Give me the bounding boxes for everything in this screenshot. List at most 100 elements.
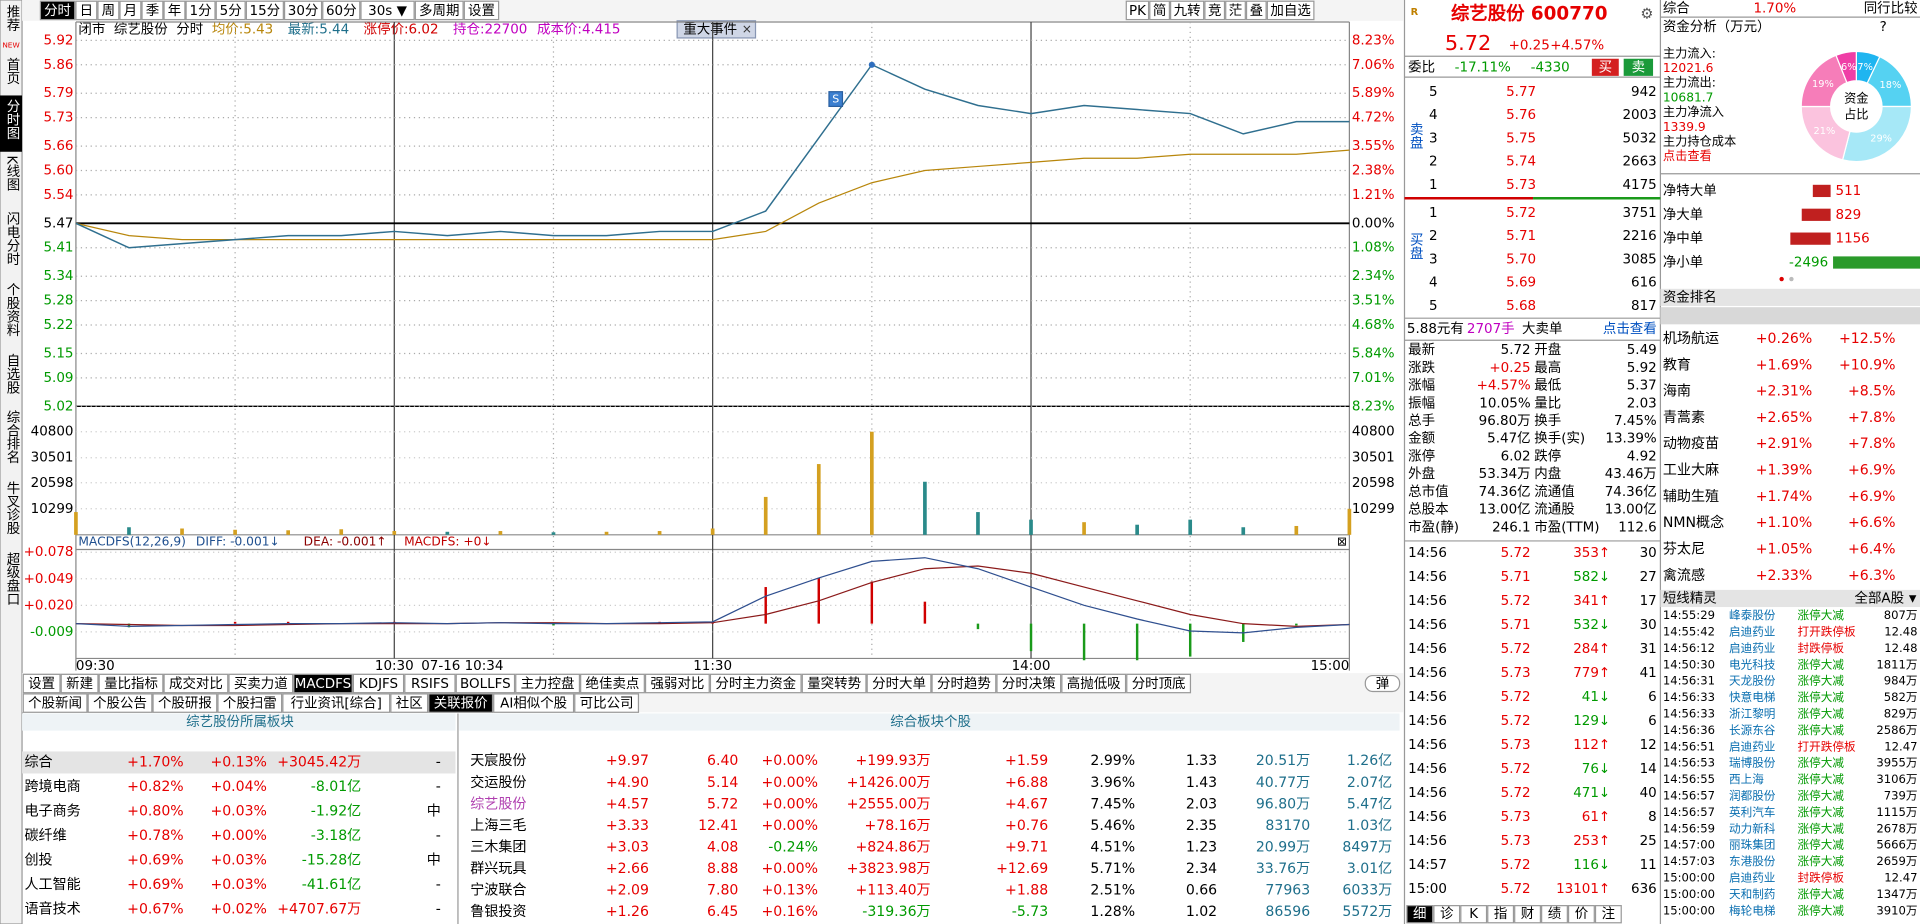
- toolbar-button-label[interactable]: PK: [1129, 4, 1147, 19]
- toolbar-button-label[interactable]: 分时: [44, 3, 71, 19]
- toolbar-button[interactable]: [1204, 0, 1226, 21]
- help-icon[interactable]: ?: [1880, 20, 1887, 35]
- tab-label[interactable]: 买卖力道: [234, 676, 288, 692]
- info-tab[interactable]: [1541, 905, 1568, 924]
- toolbar-button-label[interactable]: 日: [80, 4, 93, 19]
- tab[interactable]: [404, 673, 456, 694]
- sidebar-tab[interactable]: K线图: [4, 155, 21, 191]
- info-tab-label[interactable]: 绩: [1548, 906, 1561, 922]
- flow-item[interactable]: 点击查看: [1663, 149, 1712, 163]
- tab-label[interactable]: 行业资讯[综合]: [291, 696, 382, 712]
- event-button-label[interactable]: 重大事件: [683, 21, 737, 37]
- tab[interactable]: [1126, 673, 1192, 694]
- tab[interactable]: [163, 673, 229, 694]
- tab[interactable]: [352, 673, 405, 694]
- toolbar-button-label[interactable]: 15分: [250, 3, 281, 19]
- toolbar-button[interactable]: [463, 0, 500, 21]
- tab-label[interactable]: KDJFS: [359, 677, 398, 692]
- event-button[interactable]: [676, 20, 757, 39]
- tab[interactable]: [152, 693, 218, 713]
- tab[interactable]: [801, 673, 867, 694]
- tab[interactable]: [22, 673, 61, 694]
- toolbar-button-label[interactable]: 设置: [468, 3, 495, 19]
- sidebar-tab[interactable]: 牛叉诊股: [4, 481, 21, 536]
- toolbar-button-label[interactable]: 季: [146, 3, 159, 19]
- tab-label[interactable]: 量突转势: [807, 676, 861, 692]
- big-order-info[interactable]: 点击查看: [1603, 321, 1657, 337]
- tab-label[interactable]: 关联报价: [434, 696, 488, 712]
- toolbar-button-label[interactable]: 叠: [1250, 3, 1263, 19]
- tab[interactable]: [282, 693, 391, 713]
- tab-label[interactable]: 分时趋势: [937, 676, 991, 692]
- sidebar-tab[interactable]: 个股资料: [4, 283, 21, 337]
- toolbar-button[interactable]: [1149, 0, 1170, 21]
- tab-label[interactable]: 强弱对比: [650, 676, 704, 692]
- info-tab[interactable]: [1460, 905, 1488, 924]
- sidebar-tab[interactable]: 综合排名: [4, 410, 21, 464]
- tab-label[interactable]: 量比指标: [104, 676, 158, 692]
- toolbar-button[interactable]: [1170, 0, 1205, 21]
- tab-label[interactable]: 社区: [396, 696, 423, 712]
- info-tab[interactable]: [1514, 905, 1542, 924]
- tab[interactable]: [22, 693, 88, 713]
- sell-button-label[interactable]: 卖: [1632, 59, 1645, 75]
- tab[interactable]: [428, 693, 494, 713]
- buy-button[interactable]: [1591, 58, 1619, 76]
- toolbar-button[interactable]: [1225, 0, 1246, 21]
- tab-label[interactable]: RSIFS: [411, 677, 449, 692]
- toolbar-button-label[interactable]: 30分: [288, 3, 319, 19]
- tab-label[interactable]: 主力控盘: [521, 675, 575, 692]
- toolbar-button-label[interactable]: 月: [124, 4, 137, 19]
- tab-label[interactable]: 分时大单: [872, 676, 926, 692]
- toggle[interactable]: [1364, 674, 1401, 693]
- toolbar-button[interactable]: [1125, 0, 1150, 21]
- tab-label[interactable]: BOLLFS: [460, 677, 511, 692]
- info-tab[interactable]: [1487, 905, 1515, 924]
- tab[interactable]: [87, 693, 153, 713]
- toolbar-button-label[interactable]: 九转: [1174, 3, 1201, 19]
- tab[interactable]: [580, 673, 645, 694]
- toolbar-button-label[interactable]: 1分: [190, 3, 212, 19]
- tab[interactable]: [1061, 673, 1127, 694]
- info-tab[interactable]: [1567, 905, 1595, 924]
- tab-label[interactable]: 分时主力资金: [715, 676, 796, 692]
- tab[interactable]: [98, 673, 164, 694]
- tab-label[interactable]: 个股新闻: [28, 696, 82, 712]
- toolbar-button-label[interactable]: 30s ▼: [368, 4, 407, 19]
- tab-label[interactable]: 高抛低吸: [1067, 675, 1121, 692]
- info-tab[interactable]: [1594, 905, 1622, 924]
- toolbar-button[interactable]: [185, 0, 216, 21]
- tab-label[interactable]: 分时决策: [1002, 675, 1056, 692]
- tab-label[interactable]: 分时顶底: [1132, 676, 1186, 692]
- sell-button[interactable]: [1623, 58, 1654, 76]
- tab[interactable]: [493, 693, 575, 713]
- toggle-label[interactable]: 弹: [1376, 676, 1389, 692]
- tab-label[interactable]: 个股扫雷: [223, 696, 277, 712]
- buy-button-label[interactable]: 买: [1599, 59, 1612, 75]
- info-tab-label[interactable]: K: [1469, 907, 1479, 922]
- info-tab-label[interactable]: 诊: [1440, 906, 1454, 922]
- toolbar-button-label[interactable]: 年: [168, 3, 181, 19]
- toolbar-button[interactable]: [141, 0, 164, 21]
- toolbar-button[interactable]: [163, 0, 186, 21]
- dropdown-arrow[interactable]: ▼: [1909, 593, 1917, 604]
- tab[interactable]: [515, 673, 581, 694]
- toolbar-button-label[interactable]: 竞: [1208, 2, 1221, 19]
- tab[interactable]: [574, 693, 640, 713]
- scope-select[interactable]: 全部A股: [1855, 589, 1905, 606]
- toolbar-button[interactable]: [245, 0, 284, 21]
- info-tab-label[interactable]: 注: [1602, 906, 1615, 922]
- sidebar-tab[interactable]: 首页: [4, 57, 21, 84]
- tab-label[interactable]: 新建: [66, 676, 93, 692]
- fund-link[interactable]: 同行比较: [1864, 1, 1918, 17]
- tab[interactable]: [228, 673, 294, 694]
- sidebar-tab[interactable]: 超级盘口: [4, 552, 21, 606]
- tab[interactable]: [455, 673, 516, 694]
- info-tab-label[interactable]: 指: [1494, 906, 1507, 922]
- toolbar-button[interactable]: [39, 0, 76, 21]
- tab[interactable]: [217, 693, 283, 713]
- tab[interactable]: [709, 673, 802, 694]
- toolbar-button-label[interactable]: 5分: [220, 3, 242, 19]
- tab-label[interactable]: 个股研报: [158, 696, 212, 712]
- tab-label[interactable]: MACDFS: [295, 677, 351, 692]
